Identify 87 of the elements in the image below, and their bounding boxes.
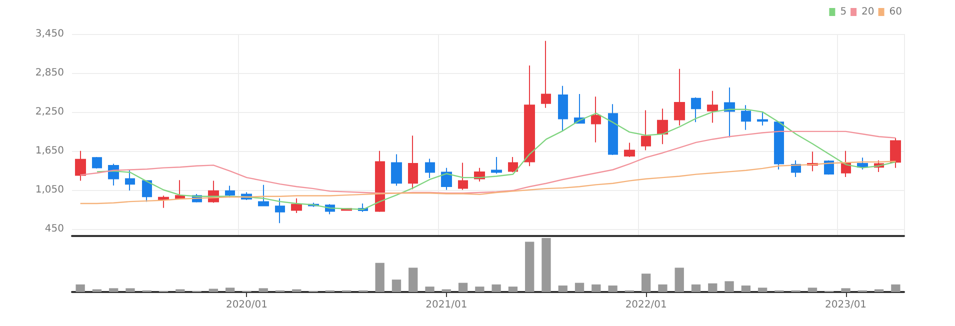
candlestick <box>707 90 718 124</box>
x-tick-label: 2023/01 <box>824 300 867 310</box>
bar <box>176 289 185 292</box>
bar <box>475 286 484 292</box>
candlestick <box>275 198 285 224</box>
y-tick-label: 2,850 <box>35 67 64 78</box>
bar <box>741 286 750 292</box>
bar <box>658 284 668 292</box>
bar <box>724 281 734 292</box>
bar <box>442 289 451 292</box>
candlestick <box>458 162 468 190</box>
candlestick <box>175 180 185 200</box>
y-tick-label: 1,050 <box>35 184 64 196</box>
bar <box>891 284 900 292</box>
candlestick <box>75 150 86 182</box>
bar <box>758 288 768 292</box>
bar <box>708 283 718 292</box>
x-tick-label: 2022/01 <box>625 300 667 310</box>
bar <box>226 288 235 292</box>
x-tick-label: 2021/01 <box>426 300 468 310</box>
candlestick <box>774 120 784 170</box>
candlestick <box>225 185 235 198</box>
candlestick <box>608 104 618 156</box>
candlestick <box>757 111 768 126</box>
bar <box>608 286 618 292</box>
bar <box>841 288 850 292</box>
y-tick-label: 2,250 <box>35 106 64 118</box>
y-tick-label: 1,650 <box>35 145 64 156</box>
bar <box>258 288 268 292</box>
candlestick <box>657 108 668 145</box>
bar <box>574 282 584 292</box>
candlestick <box>508 156 518 173</box>
candlestick <box>92 156 102 169</box>
candlestick <box>641 110 651 151</box>
candlestick <box>824 160 834 176</box>
bar <box>92 289 102 292</box>
bar <box>492 284 501 292</box>
candlestick <box>691 96 701 123</box>
candlestick <box>375 150 385 212</box>
bar <box>508 286 518 292</box>
bar <box>542 238 551 292</box>
candlestick <box>624 142 635 158</box>
bar <box>292 289 302 292</box>
bar <box>674 268 684 292</box>
legend-label: 5 <box>840 6 847 18</box>
bar <box>375 262 384 292</box>
candlestick <box>142 180 152 202</box>
bar <box>808 288 818 292</box>
candlestick <box>591 96 601 143</box>
candlestick <box>158 195 169 208</box>
candlestick <box>125 169 135 192</box>
legend-label: 20 <box>862 6 874 18</box>
candlestick <box>741 104 751 130</box>
line-series <box>96 108 896 210</box>
candlestick <box>890 138 901 168</box>
candlestick <box>408 135 418 190</box>
bar <box>458 282 468 292</box>
bar <box>558 286 568 292</box>
bar <box>425 286 434 292</box>
x-tick-label: 2020/01 <box>226 300 268 310</box>
bar <box>392 280 402 292</box>
bar <box>109 288 118 292</box>
candlestick <box>391 154 402 186</box>
candlestick <box>524 65 535 167</box>
bar <box>874 289 884 292</box>
candlestick <box>491 156 502 174</box>
bar <box>525 242 534 292</box>
y-tick-label: 450 <box>44 223 64 234</box>
bar <box>592 284 601 292</box>
candlestick <box>258 184 269 206</box>
bar <box>642 274 651 292</box>
y-tick-label: 3,450 <box>35 28 64 40</box>
bar <box>208 288 218 292</box>
bar <box>408 268 418 292</box>
candlestick <box>441 167 452 190</box>
bar <box>691 284 701 292</box>
candlestick <box>674 68 685 126</box>
candlestick <box>558 85 568 132</box>
line-series <box>80 160 896 204</box>
candlestick <box>541 40 551 108</box>
candlestick <box>291 198 302 214</box>
bar <box>126 288 135 292</box>
candlestick <box>425 158 435 178</box>
candlestick <box>841 150 851 178</box>
legend-label: 60 <box>889 6 902 18</box>
line-series <box>80 130 896 194</box>
bar <box>76 284 85 292</box>
